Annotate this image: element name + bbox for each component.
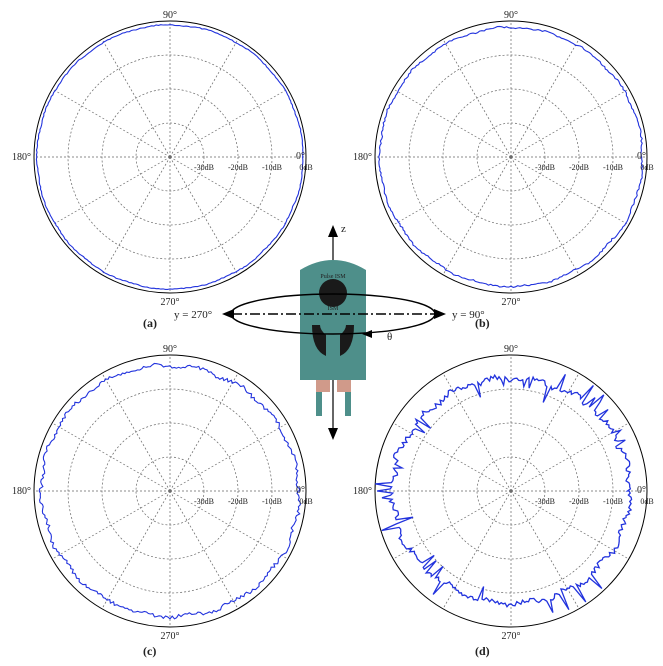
antenna-pin-right xyxy=(345,392,351,416)
grid-spoke xyxy=(170,157,238,275)
ring-label: -10dB xyxy=(603,163,623,172)
grid-spoke xyxy=(511,491,579,609)
angle-label-right: 0° xyxy=(637,485,646,496)
ring-label: 0dB xyxy=(299,497,312,506)
angle-label-left: 180° xyxy=(353,486,372,497)
angle-label-top: 90° xyxy=(163,10,177,21)
grid-spoke xyxy=(102,157,170,275)
polar-plot-b: 90° 270° 180° 0° -30dB -20dB -10dB 0dB xyxy=(353,10,654,308)
grid-spoke xyxy=(170,373,238,491)
ring-label: -30dB xyxy=(535,497,555,506)
grid-spoke xyxy=(393,89,511,157)
ring-label: 0dB xyxy=(640,163,653,172)
grid-spoke xyxy=(102,39,170,157)
grid-spoke xyxy=(393,157,511,225)
z-axis-label: z xyxy=(341,223,346,235)
grid-spoke xyxy=(170,89,288,157)
grid-spoke xyxy=(511,89,629,157)
angle-label-left: 180° xyxy=(12,486,31,497)
angle-label-top: 90° xyxy=(504,10,518,21)
angle-label-right: 0° xyxy=(296,485,305,496)
ring-label: -10dB xyxy=(262,497,282,506)
grid-spoke xyxy=(52,157,170,225)
angle-label-right: 0° xyxy=(637,151,646,162)
theta-label: θ xyxy=(387,331,392,343)
angle-label-bottom: 270° xyxy=(502,297,521,308)
grid-spoke xyxy=(102,373,170,491)
polar-plot-d: 90° 270° 180° 0° -30dB -20dB -10dB 0dB xyxy=(353,344,654,642)
angle-label-bottom: 270° xyxy=(161,631,180,642)
ring-label: -20dB xyxy=(569,163,589,172)
angle-label-right: 0° xyxy=(296,151,305,162)
ring-label: -10dB xyxy=(603,497,623,506)
ring-label: 0dB xyxy=(640,497,653,506)
ring-label: -30dB xyxy=(194,497,214,506)
chip-text-2: ISM xyxy=(328,306,339,312)
grid-spoke xyxy=(170,39,238,157)
grid-spoke xyxy=(511,157,579,275)
panel-label-a: (a) xyxy=(143,316,157,330)
angle-label-bottom: 270° xyxy=(161,297,180,308)
antenna-pad-left xyxy=(316,380,330,392)
grid-spoke xyxy=(443,491,511,609)
grid-spoke xyxy=(52,89,170,157)
polar-plot-a: 90° 270° 180° 0° -30dB -20dB -10dB 0dB xyxy=(12,10,313,308)
y-right-label: y = 90° xyxy=(452,309,485,321)
grid-spoke xyxy=(511,373,579,491)
grid-spoke xyxy=(393,423,511,491)
polar-plot-c: 90° 270° 180° 0° -30dB -20dB -10dB 0dB xyxy=(12,344,313,642)
ring-label: -30dB xyxy=(194,163,214,172)
ring-label: -20dB xyxy=(569,497,589,506)
angle-label-top: 90° xyxy=(504,344,518,355)
panel-label-d: (d) xyxy=(475,644,490,658)
z-axis-arrow-bottom-icon xyxy=(328,428,338,440)
pattern-trace xyxy=(375,374,631,612)
antenna-pad-right xyxy=(337,380,351,392)
angle-label-left: 180° xyxy=(353,152,372,163)
antenna-illustration: Pulse ISM ISM z y = 270° y = 90° θ xyxy=(174,223,485,440)
ring-label: 0dB xyxy=(299,163,312,172)
ring-label: -20dB xyxy=(228,497,248,506)
ring-label: -20dB xyxy=(228,163,248,172)
angle-label-left: 180° xyxy=(12,152,31,163)
ring-label: -30dB xyxy=(535,163,555,172)
grid-spoke xyxy=(52,491,170,559)
z-axis-arrow-icon xyxy=(328,225,338,237)
grid-spoke xyxy=(102,491,170,609)
angle-label-bottom: 270° xyxy=(502,631,521,642)
panel-label-c: (c) xyxy=(143,644,156,658)
grid-spoke xyxy=(170,491,238,609)
y-axis-arrow-right-icon xyxy=(434,309,446,319)
antenna-pin-left xyxy=(316,392,322,416)
chip-text: Pulse ISM xyxy=(320,274,346,280)
grid-spoke xyxy=(52,423,170,491)
grid-spoke xyxy=(170,423,288,491)
antenna-chip xyxy=(319,279,347,307)
grid-spoke xyxy=(443,39,511,157)
ring-label: -10dB xyxy=(262,163,282,172)
grid-spoke xyxy=(511,39,579,157)
grid-spoke xyxy=(443,157,511,275)
angle-label-top: 90° xyxy=(163,344,177,355)
y-left-label: y = 270° xyxy=(174,309,212,321)
